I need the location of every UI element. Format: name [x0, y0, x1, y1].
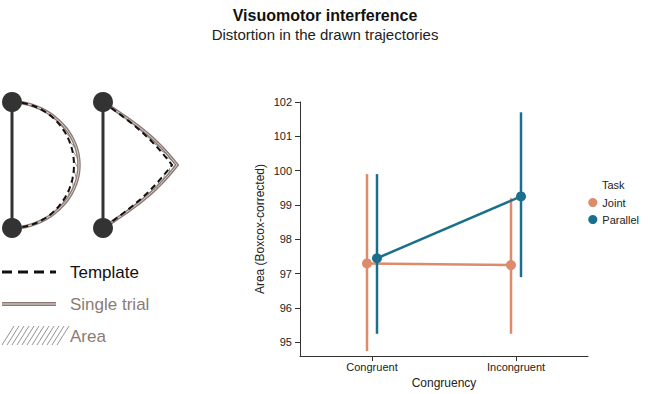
svg-text:97: 97 — [280, 268, 292, 280]
svg-text:Congruency: Congruency — [412, 376, 477, 390]
svg-text:96: 96 — [280, 302, 292, 314]
svg-text:101: 101 — [274, 130, 292, 142]
svg-text:Congruent: Congruent — [346, 361, 397, 373]
svg-text:98: 98 — [280, 233, 292, 245]
svg-text:Single trial: Single trial — [70, 295, 149, 314]
svg-text:Area: Area — [70, 327, 106, 346]
svg-text:Incongruent: Incongruent — [487, 361, 545, 373]
svg-text:102: 102 — [274, 96, 292, 108]
svg-text:99: 99 — [280, 199, 292, 211]
svg-text:Task: Task — [602, 179, 625, 191]
svg-text:100: 100 — [274, 165, 292, 177]
svg-text:Joint: Joint — [602, 197, 625, 209]
svg-text:Template: Template — [70, 263, 139, 282]
svg-text:Parallel: Parallel — [602, 214, 639, 226]
svg-text:Area (Boxcox-corrected): Area (Boxcox-corrected) — [253, 164, 267, 294]
svg-text:95: 95 — [280, 336, 292, 348]
svg-text:Visuomotor interference: Visuomotor interference — [233, 7, 418, 24]
svg-text:Distortion in the drawn trajec: Distortion in the drawn trajectories — [212, 26, 439, 43]
